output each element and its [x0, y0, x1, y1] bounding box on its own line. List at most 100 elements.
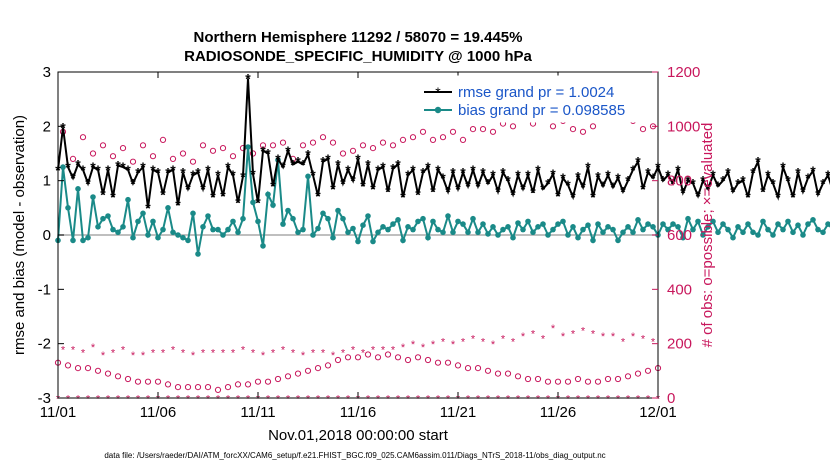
- bias-point: [555, 221, 561, 227]
- bias-point: [595, 221, 601, 227]
- bias-point: [515, 220, 521, 226]
- rmse-point: *: [490, 167, 496, 183]
- obs-possible-point: [94, 367, 102, 374]
- bias-point: [590, 237, 596, 244]
- rmse-point: *: [250, 166, 256, 182]
- bias-point: [310, 232, 316, 238]
- obs-evaluated-point: *: [411, 339, 416, 351]
- rmse-point: *: [150, 162, 156, 178]
- obs-evaluated-point: *: [426, 394, 431, 406]
- obs-possible-point: [494, 370, 502, 377]
- rmse-point: *: [265, 146, 271, 162]
- obs-evaluated-point: *: [241, 345, 246, 357]
- rmse-point: *: [175, 197, 181, 213]
- obs-possible-point: [574, 375, 582, 383]
- obs-evaluated-point: *: [141, 350, 146, 362]
- bias-point: [800, 232, 806, 238]
- obs-evaluated-point: *: [341, 347, 346, 359]
- bias-point: [230, 218, 236, 225]
- rmse-point: *: [425, 159, 431, 175]
- obs-evaluated-point: *: [406, 394, 411, 406]
- rmse-point: *: [600, 178, 606, 194]
- obs-possible-point: [584, 378, 592, 385]
- bias-point: [510, 234, 516, 241]
- rmse-point: *: [365, 156, 371, 172]
- obs-possible-point: [99, 142, 107, 149]
- obs-possible-point: [589, 123, 597, 130]
- obs-possible-point: [424, 356, 432, 364]
- bias-point: [715, 229, 721, 236]
- bias-point: [120, 224, 126, 230]
- bias-point: [285, 207, 291, 214]
- obs-evaluated-point: *: [656, 394, 661, 406]
- obs-possible-point: [254, 378, 262, 385]
- obs-possible-point: [299, 142, 307, 149]
- obs-possible-point: [469, 126, 477, 133]
- obs-evaluated-point: *: [491, 339, 496, 351]
- rmse-point: *: [650, 170, 656, 186]
- obs-evaluated-point: *: [256, 394, 261, 406]
- obs-evaluated-point: *: [391, 345, 396, 357]
- bias-point: [700, 232, 706, 238]
- bias-point: [710, 218, 716, 225]
- rmse-point: *: [505, 173, 511, 189]
- x-tick-label: 11/01: [40, 404, 76, 421]
- obs-evaluated-point: *: [651, 336, 656, 348]
- rmse-point: *: [705, 181, 711, 197]
- y-tick-label: 0: [43, 227, 51, 244]
- obs-evaluated-point: *: [361, 347, 366, 359]
- rmse-point: *: [230, 167, 236, 183]
- bias-point: [130, 234, 136, 241]
- obs-evaluated-point: *: [596, 394, 601, 406]
- obs-evaluated-point: *: [346, 394, 351, 406]
- obs-possible-point: [444, 359, 452, 366]
- rmse-point: *: [610, 179, 616, 195]
- rmse-point: *: [775, 189, 781, 205]
- obs-evaluated-point: *: [321, 347, 326, 359]
- rmse-point: *: [755, 154, 761, 170]
- obs-evaluated-point: *: [416, 394, 421, 406]
- bias-point: [740, 229, 746, 236]
- y-right-tick-label: 400: [667, 281, 692, 298]
- rmse-point: *: [125, 162, 131, 178]
- rmse-point: *: [715, 178, 721, 194]
- obs-possible-point: [384, 351, 392, 358]
- y-right-tick-label: 800: [667, 173, 692, 190]
- obs-possible-point: [354, 354, 362, 361]
- bias-point: [525, 218, 531, 225]
- bias-point: [465, 229, 471, 236]
- bias-point: [355, 238, 361, 245]
- bias-point: [325, 215, 331, 222]
- obs-evaluated-point: *: [86, 394, 91, 406]
- x-tick-label: 11/11: [240, 404, 275, 421]
- bias-point: [180, 234, 186, 241]
- rmse-point: *: [825, 167, 830, 183]
- bias-point: [490, 224, 496, 230]
- obs-possible-point: [104, 370, 112, 377]
- rmse-point: *: [215, 167, 221, 183]
- obs-evaluated-point: *: [551, 323, 556, 335]
- bias-point: [610, 226, 616, 233]
- obs-possible-point: [419, 128, 427, 135]
- obs-evaluated-point: *: [541, 334, 546, 346]
- rmse-point: *: [245, 71, 251, 87]
- obs-possible-point: [624, 373, 632, 380]
- obs-evaluated-point: *: [246, 394, 251, 406]
- rmse-point: *: [90, 159, 96, 175]
- rmse-point: *: [430, 184, 436, 200]
- bias-point: [220, 232, 226, 238]
- rmse-point: *: [555, 188, 561, 204]
- obs-evaluated-point: *: [111, 347, 116, 359]
- rmse-line: [57, 78, 830, 208]
- bias-point: [645, 221, 651, 227]
- obs-evaluated-point: *: [56, 394, 61, 406]
- obs-evaluated-point: *: [336, 394, 341, 406]
- obs-evaluated-point: *: [371, 345, 376, 357]
- obs-possible-point: [409, 134, 417, 141]
- rmse-point: *: [190, 167, 196, 183]
- bias-point: [745, 221, 751, 227]
- obs-evaluated-point: *: [446, 394, 451, 406]
- rmse-point: *: [70, 170, 76, 186]
- rmse-point: *: [130, 175, 136, 191]
- rmse-point: *: [395, 156, 401, 172]
